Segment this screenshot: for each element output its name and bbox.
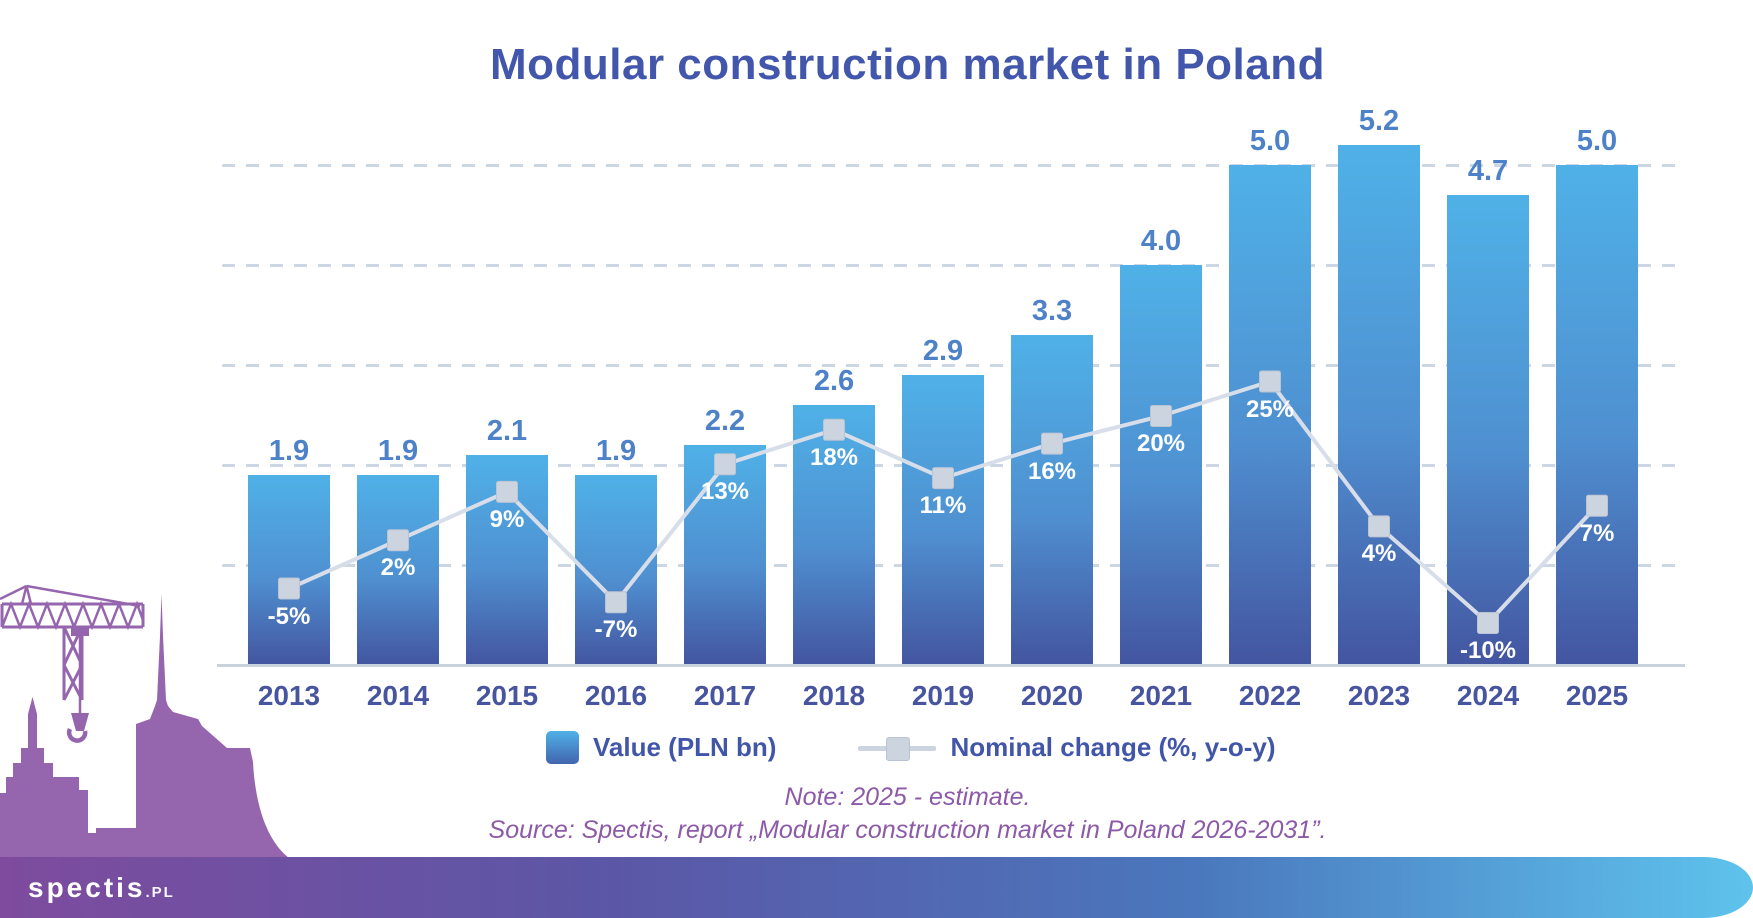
year-label: 2016 (584, 680, 648, 711)
year-label: 2014 (366, 680, 430, 711)
year-label: 2015 (475, 680, 539, 711)
pct-label: 13% (700, 478, 750, 506)
pct-label: -5% (267, 602, 311, 630)
bar-value-label: 5.0 (1576, 125, 1618, 157)
bar-value-label: 5.0 (1249, 125, 1291, 157)
bar-value-label: 1.9 (595, 435, 637, 467)
pct-label: 25% (1245, 395, 1295, 423)
pct-label: 18% (809, 443, 859, 471)
year-label: 2024 (1456, 680, 1520, 711)
pct-label: 2% (380, 554, 416, 582)
crane-jib (0, 600, 145, 631)
bar-value-label: 2.1 (486, 415, 528, 447)
crane-trolley (71, 627, 89, 636)
pct-label: 9% (489, 505, 525, 533)
year-label: 2013 (257, 680, 321, 711)
legend: Value (PLN bn) Nominal change (%, y-o-y) (546, 731, 1276, 764)
legend-line-marker-icon (886, 736, 911, 761)
bar-value-label: 3.3 (1031, 295, 1073, 327)
bar-value-label: 2.6 (813, 365, 855, 397)
year-label: 2023 (1347, 680, 1411, 711)
year-label: 2019 (911, 680, 975, 711)
skyline-buildings (0, 594, 292, 870)
bar-value-label: 1.9 (377, 435, 419, 467)
year-label: 2017 (693, 680, 757, 711)
pct-label: 16% (1027, 457, 1077, 485)
bar-value-label: 2.2 (704, 405, 746, 437)
chart-title: Modular construction market in Poland (489, 40, 1326, 89)
bar (1338, 145, 1420, 665)
bar (1556, 165, 1638, 665)
crane-hook-icon (66, 727, 88, 743)
pct-label: 11% (919, 492, 967, 520)
bar-value-label: 2.9 (922, 335, 964, 367)
crane-tie-lines (0, 584, 141, 608)
bar (1120, 265, 1202, 665)
gridline (222, 264, 1682, 267)
year-label: 2020 (1020, 680, 1084, 711)
year-label: 2021 (1129, 680, 1193, 711)
gridline (222, 164, 1682, 167)
crane-hook-block (71, 713, 89, 731)
legend-line-label: Nominal change (%, y-o-y) (950, 732, 1276, 762)
pct-label: -7% (594, 616, 638, 644)
city-skyline-crane-graphic (0, 584, 292, 870)
source-text: Source: Spectis, report „Modular constru… (488, 816, 1327, 844)
x-axis-line (217, 664, 1685, 667)
bar (1011, 335, 1093, 665)
pct-label: -10% (1459, 637, 1517, 664)
pct-label: 7% (1579, 519, 1615, 547)
bar (1447, 195, 1529, 665)
pct-label: 4% (1361, 540, 1397, 568)
spectis-logo: spectis .PL (28, 872, 175, 904)
crane-mast (62, 626, 84, 701)
legend-bar-swatch (546, 731, 579, 764)
year-label: 2025 (1565, 680, 1629, 711)
logo-text: spectis (28, 871, 146, 903)
bar-value-label: 4.7 (1467, 155, 1509, 187)
year-label: 2022 (1238, 680, 1302, 711)
note-text: Note: 2025 - estimate. (784, 783, 1031, 811)
bar-value-label: 4.0 (1140, 225, 1182, 257)
year-label: 2018 (802, 680, 866, 711)
footer-bar: spectis .PL (0, 857, 1753, 918)
legend-bar-label: Value (PLN bn) (593, 732, 777, 762)
legend-line-swatch (858, 733, 937, 763)
pct-label: 20% (1136, 430, 1186, 457)
logo-suffix: .PL (145, 883, 175, 901)
bar (466, 455, 548, 665)
bar-value-label: 5.2 (1358, 105, 1400, 137)
gridline (222, 364, 1682, 367)
